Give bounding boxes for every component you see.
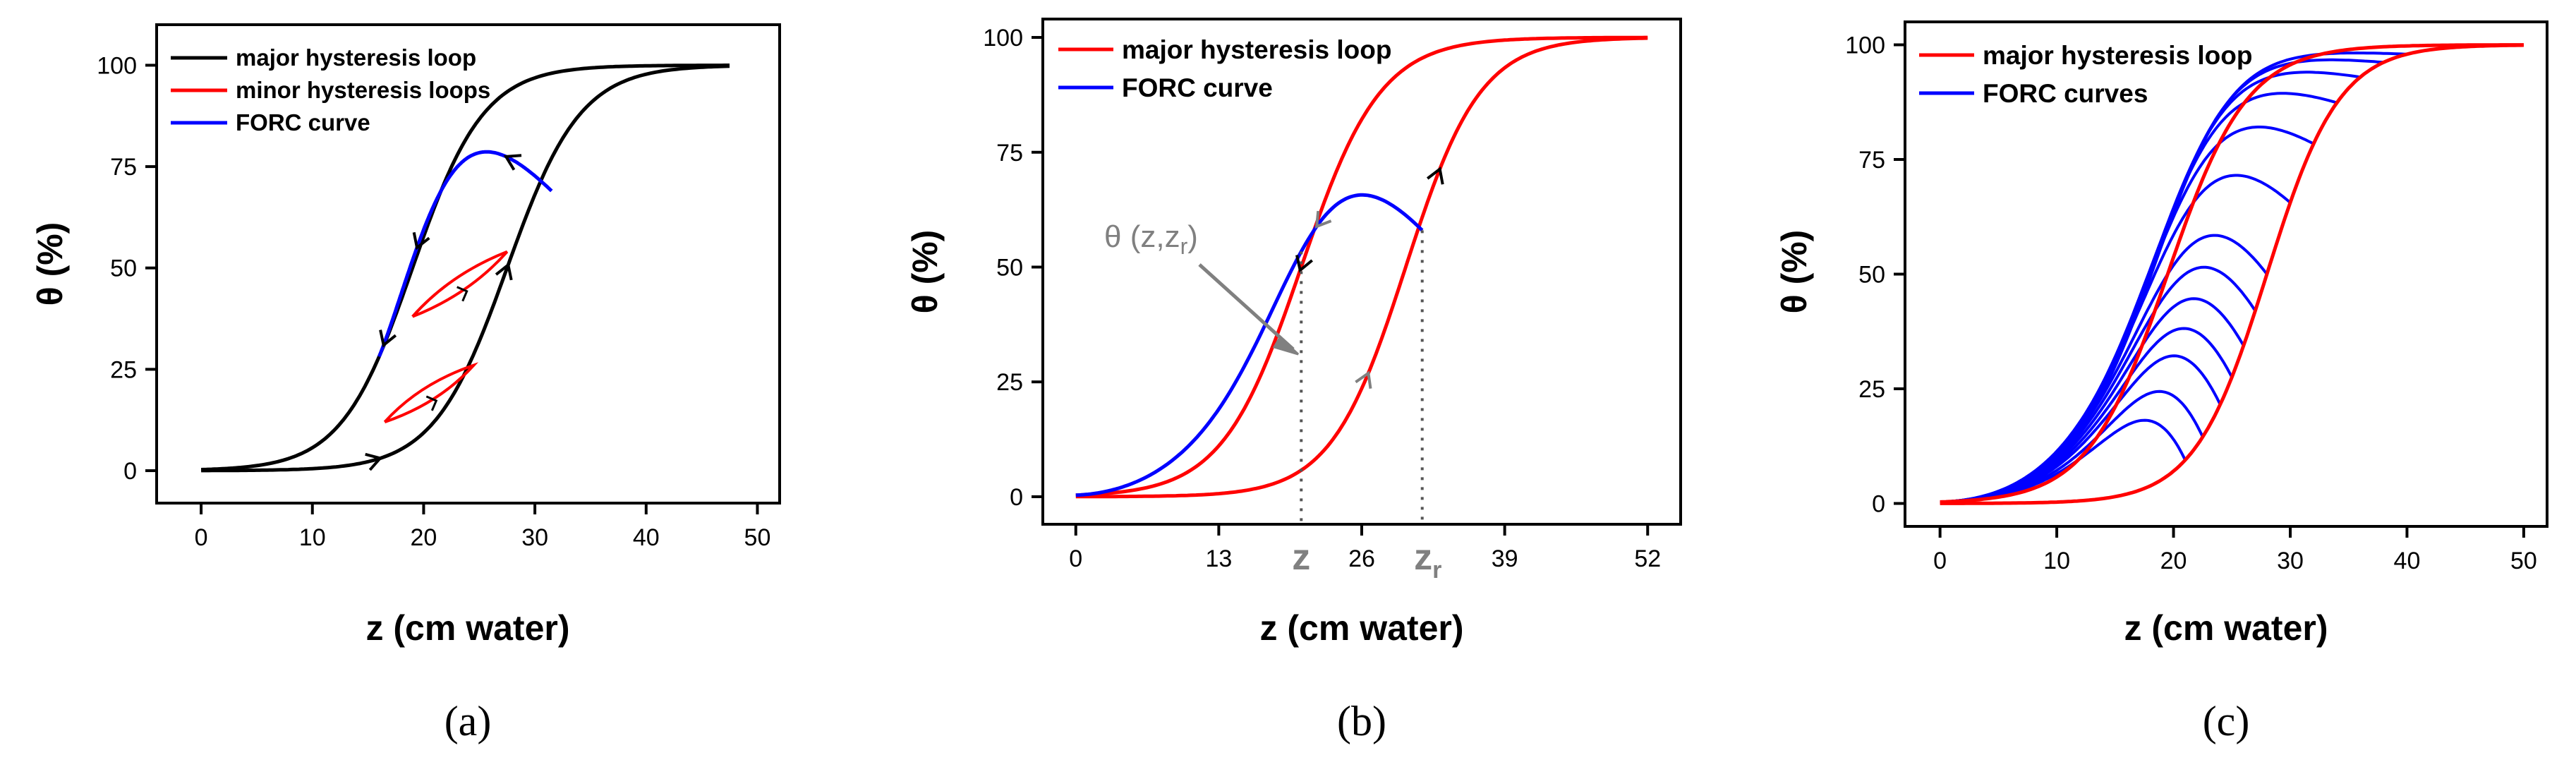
y-tick-label: 75 — [110, 154, 137, 181]
legend-major-label: major hysteresis loop — [1983, 41, 2252, 70]
panel-b: 0 13 26 39 52 0 25 50 75 100 major hysteresis loo… — [905, 18, 1682, 744]
x-tick-label: 26 — [1348, 545, 1375, 572]
major-drying-curve — [201, 64, 730, 471]
major-drying-curve — [1940, 43, 2524, 504]
minor-loop-arrow — [425, 395, 438, 411]
major-drying-curve — [1075, 35, 1648, 497]
x-tick-label: 10 — [299, 524, 326, 551]
x-tick-label: 13 — [1205, 545, 1232, 572]
direction-arrow — [412, 231, 430, 250]
y-tick-label: 100 — [983, 25, 1023, 52]
legend-minor-label: minor hysteresis loops — [236, 77, 490, 103]
legend-forc-label: FORC curve — [1122, 73, 1273, 102]
y-tick-label: 50 — [1858, 262, 1885, 289]
y-tick-label: 0 — [1010, 484, 1023, 511]
major-wetting-curve — [1940, 43, 2524, 505]
forc-curve — [1940, 58, 2384, 504]
annotation-theta: θ (z,zr) — [1104, 219, 1198, 259]
x-tick-label: 20 — [411, 524, 437, 551]
legend-forc-label: FORC curves — [1983, 79, 2148, 108]
legend-major-label: major hysteresis loop — [236, 44, 476, 71]
x-tick-label: 0 — [1069, 545, 1082, 572]
y-axis-label-b: θ (%) — [905, 230, 945, 314]
x-tick-label: 10 — [2043, 548, 2070, 574]
y-tick-label: 25 — [996, 369, 1023, 396]
direction-arrow — [1426, 167, 1444, 185]
caption-a: (a) — [445, 698, 492, 744]
y-tick-label: 0 — [123, 458, 137, 485]
y-axis-label-a: θ (%) — [30, 222, 70, 306]
y-tick-label: 25 — [110, 356, 137, 383]
plot-frame-a — [155, 23, 781, 505]
zr-marker-label: zr — [1414, 537, 1441, 584]
x-tick-label: 40 — [633, 524, 660, 551]
x-axis-label-a: z (cm water) — [366, 608, 570, 648]
x-tick-label: 30 — [521, 524, 548, 551]
y-tick-label: 0 — [1872, 491, 1885, 518]
x-tick-label: 0 — [1933, 548, 1947, 574]
x-tick-label: 0 — [195, 524, 208, 551]
y-tick-label: 25 — [1858, 376, 1885, 403]
minor-hysteresis-loop — [383, 362, 479, 423]
x-tick-label: 30 — [2277, 548, 2304, 574]
y-tick-label: 50 — [110, 255, 137, 282]
x-axis-label-b: z (cm water) — [1260, 608, 1464, 648]
x-tick-label: 52 — [1634, 545, 1661, 572]
annotation-arrow-line — [1198, 263, 1295, 351]
y-tick-label: 100 — [97, 52, 137, 79]
x-tick-label: 40 — [2394, 548, 2421, 574]
major-wetting-curve — [1075, 36, 1648, 499]
legend-forc-label: FORC curve — [236, 109, 370, 135]
direction-arrow — [1295, 255, 1313, 273]
y-tick-label: 75 — [1858, 147, 1885, 174]
x-tick-label: 20 — [2160, 548, 2187, 574]
direction-arrow — [1314, 210, 1332, 229]
annotation-arrow-head — [1272, 335, 1300, 356]
y-tick-label: 75 — [996, 140, 1023, 167]
direction-arrow — [379, 330, 397, 348]
forc-curve — [1940, 126, 2315, 504]
y-axis-label-c: θ (%) — [1774, 230, 1814, 314]
caption-c: (c) — [2203, 698, 2250, 744]
minor-hysteresis-loop — [411, 250, 509, 318]
x-tick-label: 39 — [1492, 545, 1518, 572]
forc-curve — [377, 150, 553, 358]
forc-curve — [1940, 234, 2268, 504]
direction-arrow — [365, 452, 383, 471]
direction-arrow — [495, 262, 513, 281]
caption-b: (b) — [1337, 698, 1386, 744]
forc-curve — [1940, 51, 2407, 504]
y-tick-label: 100 — [1845, 32, 1885, 59]
minor-loop-arrow — [456, 286, 468, 302]
forc-curve — [1075, 193, 1424, 497]
y-tick-label: 50 — [996, 254, 1023, 281]
x-tick-label: 50 — [744, 524, 771, 551]
panel-a: 0 10 20 30 40 50 0 25 50 75 100 major hysteresis l… — [30, 23, 781, 744]
x-axis-label-c: z (cm water) — [2124, 608, 2328, 648]
x-tick-label: 50 — [2510, 548, 2537, 574]
z-marker-label: z — [1292, 537, 1310, 578]
direction-arrow — [503, 154, 522, 171]
forc-curve — [1940, 174, 2292, 504]
panel-c: 0 10 20 30 40 50 0 25 50 75 100 major hysteresis l… — [1774, 20, 2548, 744]
direction-arrow — [1355, 370, 1372, 389]
legend-major-label: major hysteresis loop — [1122, 35, 1391, 64]
